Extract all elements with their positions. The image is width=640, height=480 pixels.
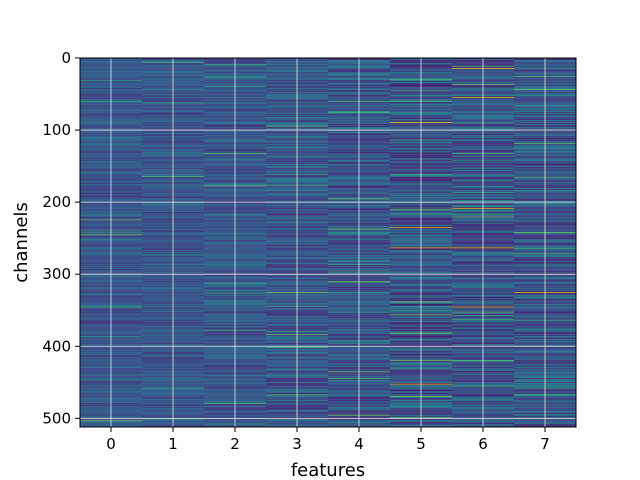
x-axis-ticks: 0 1 2 3 4 5 6 7 [106, 427, 550, 453]
heatmap-cells [80, 58, 577, 428]
x-tick-label: 0 [106, 435, 116, 453]
y-tick-label: 100 [42, 121, 71, 139]
y-tick-label: 400 [42, 337, 71, 355]
y-tick-label: 200 [42, 193, 71, 211]
x-tick-label: 5 [416, 435, 426, 453]
x-tick-label: 1 [168, 435, 178, 453]
y-tick-label: 300 [42, 265, 71, 283]
x-tick-label: 6 [478, 435, 488, 453]
y-axis-label: channels [11, 202, 32, 283]
y-axis-ticks: 0 100 200 300 400 500 [42, 49, 80, 427]
plot-frame [79, 57, 577, 428]
x-tick-label: 3 [292, 435, 302, 453]
y-tick-label: 500 [42, 409, 71, 427]
x-tick-label: 4 [354, 435, 364, 453]
x-tick-label: 7 [540, 435, 550, 453]
y-tick-label: 0 [61, 49, 71, 67]
grid-lines [80, 57, 576, 427]
x-tick-label: 2 [230, 435, 240, 453]
x-axis-label: features [291, 460, 365, 480]
